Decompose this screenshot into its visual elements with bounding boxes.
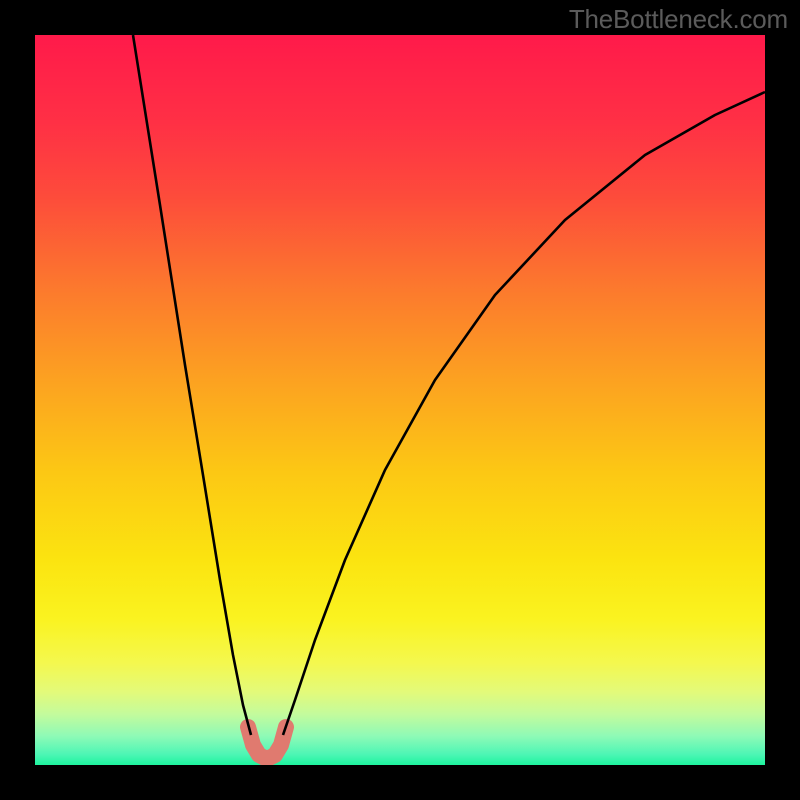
watermark-text: TheBottleneck.com — [569, 4, 788, 35]
chart-frame: TheBottleneck.com — [0, 0, 800, 800]
curves-layer — [35, 35, 765, 765]
plot-area — [35, 35, 765, 765]
